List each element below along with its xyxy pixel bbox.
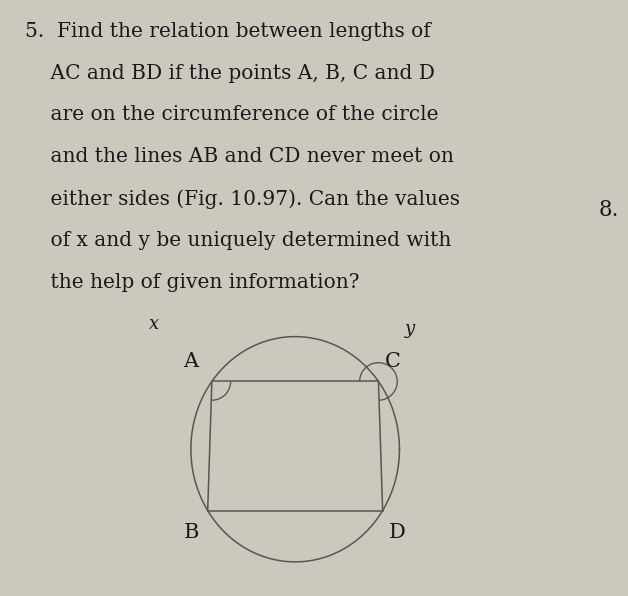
Text: 8.: 8. <box>598 199 619 221</box>
Text: D: D <box>389 523 406 542</box>
Text: are on the circumference of the circle: are on the circumference of the circle <box>25 105 438 125</box>
Text: the help of given information?: the help of given information? <box>25 273 360 291</box>
Text: x: x <box>149 315 160 333</box>
Text: B: B <box>184 523 199 542</box>
Text: AC and BD if the points A, B, C and D: AC and BD if the points A, B, C and D <box>25 64 435 82</box>
Text: y: y <box>404 320 415 339</box>
Text: either sides (Fig. 10.97). Can the values: either sides (Fig. 10.97). Can the value… <box>25 189 460 209</box>
Text: 5.  Find the relation between lengths of: 5. Find the relation between lengths of <box>25 21 431 41</box>
Text: and the lines AB and CD never meet on: and the lines AB and CD never meet on <box>25 147 454 166</box>
Text: C: C <box>385 352 401 371</box>
Text: A: A <box>183 352 198 371</box>
Text: of x and y be uniquely determined with: of x and y be uniquely determined with <box>25 231 452 250</box>
